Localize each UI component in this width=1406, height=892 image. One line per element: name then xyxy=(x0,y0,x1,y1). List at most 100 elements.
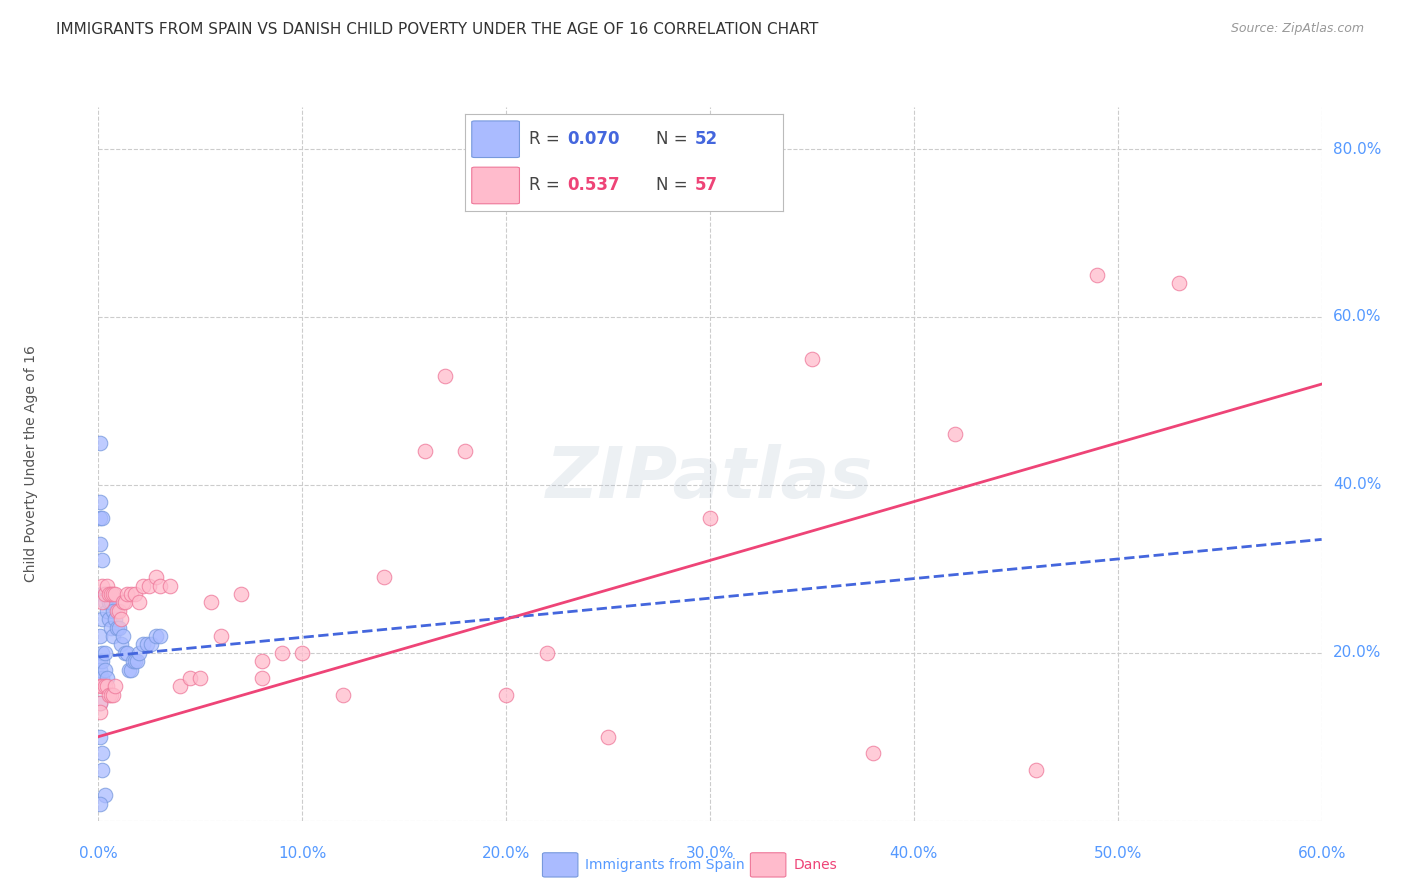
Point xyxy=(96,578,118,592)
Point xyxy=(495,688,517,702)
Point xyxy=(111,629,134,643)
Point xyxy=(114,646,136,660)
Point xyxy=(91,553,114,567)
Point xyxy=(100,587,122,601)
Text: 40.0%: 40.0% xyxy=(890,846,938,861)
Point xyxy=(96,679,118,693)
Point xyxy=(250,654,273,668)
Text: 20.0%: 20.0% xyxy=(1333,645,1381,660)
Point xyxy=(89,629,111,643)
Point xyxy=(128,646,150,660)
Text: 10.0%: 10.0% xyxy=(278,846,326,861)
Text: 80.0%: 80.0% xyxy=(1333,142,1381,156)
Point xyxy=(1025,764,1047,778)
Point xyxy=(93,679,115,693)
Point xyxy=(145,629,167,643)
Point xyxy=(91,671,114,685)
Point xyxy=(145,570,167,584)
Point xyxy=(91,747,114,761)
Point xyxy=(89,435,111,450)
Point xyxy=(91,511,114,525)
Point xyxy=(454,444,477,458)
Point xyxy=(104,587,127,601)
Point xyxy=(97,612,120,626)
Point xyxy=(108,621,131,635)
Point xyxy=(209,629,232,643)
Point xyxy=(138,578,160,592)
Point xyxy=(93,646,115,660)
Point xyxy=(93,587,115,601)
FancyBboxPatch shape xyxy=(543,853,578,877)
Point xyxy=(128,595,150,609)
Point xyxy=(89,511,111,525)
Text: 0.0%: 0.0% xyxy=(79,846,118,861)
Point xyxy=(89,679,111,693)
Point xyxy=(200,595,222,609)
Point xyxy=(91,578,114,592)
Point xyxy=(149,629,172,643)
Point xyxy=(862,747,884,761)
Point xyxy=(91,646,114,660)
Point xyxy=(97,595,120,609)
Point xyxy=(332,688,354,702)
Point xyxy=(598,730,620,744)
Point xyxy=(124,654,146,668)
Point xyxy=(118,663,141,677)
Point xyxy=(291,646,314,660)
Text: 50.0%: 50.0% xyxy=(1094,846,1142,861)
Point xyxy=(96,604,118,618)
Point xyxy=(96,671,118,685)
Point xyxy=(127,654,149,668)
Point xyxy=(434,368,457,383)
Point xyxy=(801,351,824,366)
Point xyxy=(89,705,111,719)
Text: 20.0%: 20.0% xyxy=(482,846,530,861)
Point xyxy=(115,646,138,660)
Point xyxy=(100,595,122,609)
Point xyxy=(943,427,966,442)
Point xyxy=(97,688,120,702)
Point xyxy=(115,587,138,601)
Point xyxy=(91,654,114,668)
Point xyxy=(104,679,127,693)
Point xyxy=(91,612,114,626)
Point xyxy=(169,679,191,693)
Point xyxy=(89,663,111,677)
Text: 60.0%: 60.0% xyxy=(1333,310,1381,325)
Point xyxy=(91,764,114,778)
Point xyxy=(149,578,172,592)
Point xyxy=(105,621,128,635)
Point xyxy=(373,570,395,584)
Point xyxy=(89,730,111,744)
Point xyxy=(136,637,159,651)
Point xyxy=(120,587,142,601)
Text: Immigrants from Spain: Immigrants from Spain xyxy=(585,858,745,871)
Point xyxy=(89,696,111,710)
Point xyxy=(108,604,131,618)
Point xyxy=(110,637,132,651)
Point xyxy=(89,494,111,508)
Point xyxy=(179,671,201,685)
Point xyxy=(141,637,163,651)
Point xyxy=(132,578,155,592)
Point xyxy=(89,654,111,668)
Point xyxy=(188,671,212,685)
Point xyxy=(231,587,253,601)
Text: IMMIGRANTS FROM SPAIN VS DANISH CHILD POVERTY UNDER THE AGE OF 16 CORRELATION CH: IMMIGRANTS FROM SPAIN VS DANISH CHILD PO… xyxy=(56,22,818,37)
Point xyxy=(93,587,115,601)
Point xyxy=(93,595,115,609)
Point xyxy=(93,663,115,677)
Text: ZIPatlas: ZIPatlas xyxy=(547,443,873,513)
Point xyxy=(100,688,122,702)
Text: 60.0%: 60.0% xyxy=(1298,846,1346,861)
Point xyxy=(124,587,146,601)
Point xyxy=(89,696,111,710)
Point xyxy=(1167,277,1189,291)
Point xyxy=(104,612,127,626)
Point xyxy=(91,587,114,601)
Point xyxy=(699,511,721,525)
Point xyxy=(114,595,136,609)
Point xyxy=(101,587,124,601)
Point xyxy=(101,688,124,702)
Point xyxy=(536,646,558,660)
